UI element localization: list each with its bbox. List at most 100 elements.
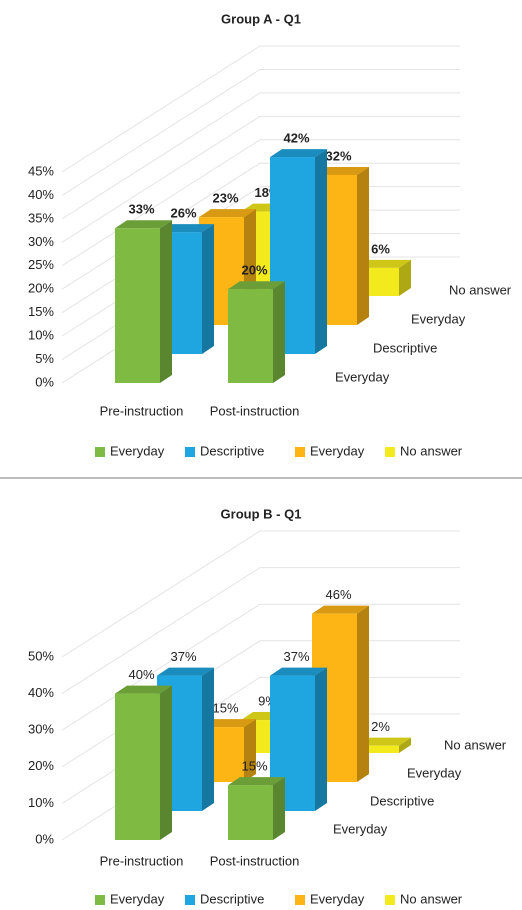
legend-label: Descriptive (200, 891, 264, 906)
data-label: 6% (371, 241, 390, 256)
bar-front (228, 289, 273, 383)
y-tick-label: 45% (28, 163, 54, 178)
data-label: 42% (283, 131, 309, 146)
bar-top (115, 685, 172, 694)
legend-swatch (185, 895, 195, 905)
bar-top (115, 220, 172, 229)
legend-swatch (295, 447, 305, 457)
bar-side (357, 605, 369, 782)
depth-label: Everyday (407, 765, 462, 780)
bar (228, 281, 285, 383)
grid-line (61, 45, 460, 173)
depth-label: Everyday (411, 311, 466, 326)
y-tick-label: 50% (28, 648, 54, 663)
depth-label: Everyday (335, 369, 390, 384)
data-label: 46% (325, 587, 351, 602)
y-tick-label: 40% (28, 187, 54, 202)
bar-top (157, 667, 214, 676)
y-tick-label: 30% (28, 234, 54, 249)
bar-top (312, 605, 369, 614)
grid-line (61, 115, 460, 243)
depth-label: No answer (444, 737, 507, 752)
grid-line (61, 68, 460, 196)
depth-label: Descriptive (373, 340, 437, 355)
legend-swatch (295, 895, 305, 905)
legend-label: Everyday (310, 443, 365, 458)
chart-title: Group A - Q1 (221, 11, 301, 26)
grid-line (61, 567, 460, 695)
bar-side (357, 166, 369, 325)
bar-side (399, 737, 411, 753)
legend-label: Everyday (110, 443, 165, 458)
bar-side (273, 777, 285, 840)
bar-side (273, 281, 285, 383)
x-tick-label: Pre-instruction (100, 853, 184, 868)
bar (228, 777, 285, 840)
grid-line (61, 530, 460, 658)
bar-top (228, 281, 285, 290)
bar-front (228, 785, 273, 840)
bar-top (270, 149, 327, 158)
data-label: 33% (128, 202, 154, 217)
data-label: 37% (283, 649, 309, 664)
x-tick-label: Post-instruction (210, 403, 300, 418)
bar-side (315, 667, 327, 811)
legend-swatch (385, 447, 395, 457)
y-tick-label: 40% (28, 685, 54, 700)
grid-line (61, 92, 460, 220)
depth-label: No answer (449, 282, 512, 297)
bar-side (160, 220, 172, 383)
bar-side (160, 685, 172, 840)
depth-label: Descriptive (370, 793, 434, 808)
data-label: 15% (241, 759, 267, 774)
y-tick-label: 20% (28, 281, 54, 296)
y-tick-label: 0% (35, 831, 54, 846)
y-tick-label: 20% (28, 758, 54, 773)
legend-swatch (95, 895, 105, 905)
bar-side (202, 667, 214, 811)
bar-front (115, 693, 160, 840)
data-label: 40% (128, 667, 154, 682)
bar-top (199, 209, 256, 218)
bar (115, 220, 172, 383)
legend-swatch (185, 447, 195, 457)
legend-label: No answer (400, 443, 463, 458)
bar (270, 667, 327, 811)
legend-label: Everyday (310, 891, 365, 906)
y-tick-label: 5% (35, 351, 54, 366)
y-tick-label: 35% (28, 210, 54, 225)
y-tick-label: 25% (28, 257, 54, 272)
y-tick-label: 15% (28, 304, 54, 319)
legend-label: Everyday (110, 891, 165, 906)
y-tick-label: 30% (28, 722, 54, 737)
bar-side (399, 259, 411, 296)
bar-side (202, 224, 214, 354)
data-label: 32% (325, 148, 351, 163)
legend-swatch (95, 447, 105, 457)
bar (270, 149, 327, 354)
data-label: 26% (170, 206, 196, 221)
data-label: 15% (212, 701, 238, 716)
bar-top (270, 667, 327, 676)
bar-side (315, 149, 327, 354)
data-label: 2% (371, 719, 390, 734)
chart-title: Group B - Q1 (221, 506, 302, 521)
y-tick-label: 10% (28, 328, 54, 343)
x-tick-label: Post-instruction (210, 853, 300, 868)
data-label: 20% (241, 263, 267, 278)
x-tick-label: Pre-instruction (100, 403, 184, 418)
bar (115, 685, 172, 840)
legend-swatch (385, 895, 395, 905)
bar-front (354, 745, 399, 753)
y-tick-label: 10% (28, 795, 54, 810)
data-label: 37% (170, 649, 196, 664)
legend-label: No answer (400, 891, 463, 906)
data-label: 23% (212, 191, 238, 206)
legend-label: Descriptive (200, 443, 264, 458)
depth-label: Everyday (333, 821, 388, 836)
bar-side (244, 719, 256, 782)
bar-front (115, 228, 160, 383)
bar-top (228, 777, 285, 786)
